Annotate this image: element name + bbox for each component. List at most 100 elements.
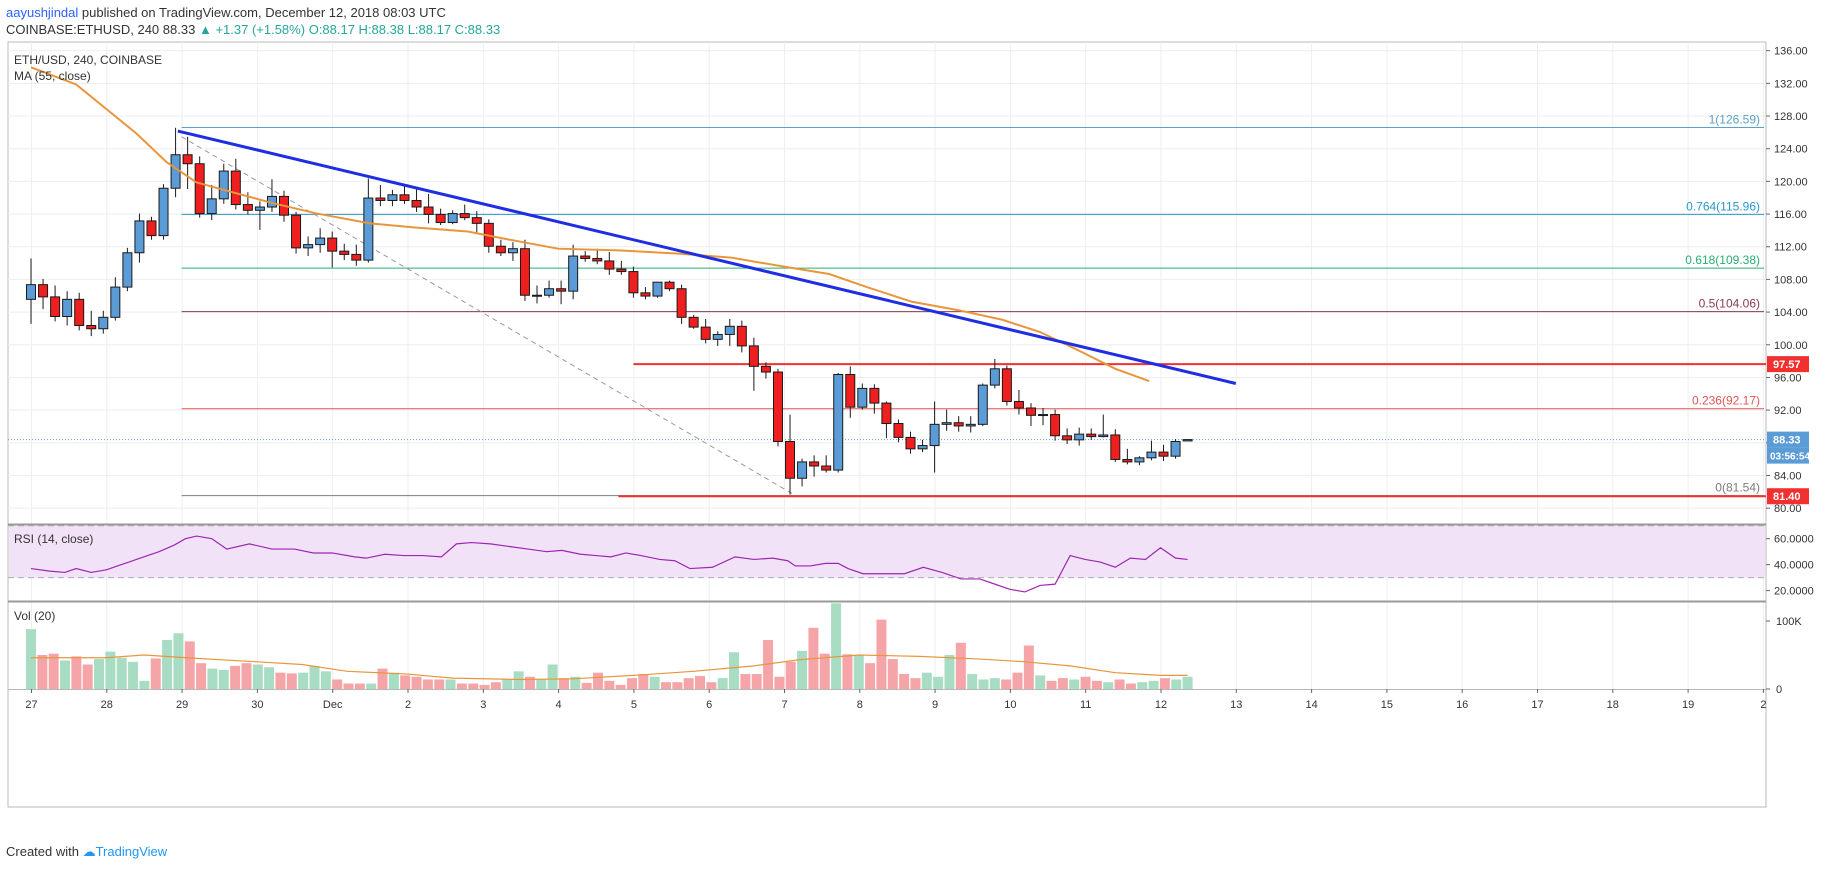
main-legend: ETH/USD, 240, COINBASE bbox=[14, 53, 162, 67]
candle-up bbox=[652, 281, 663, 297]
ticker-line: COINBASE:ETHUSD, 240 88.33 ▲ +1.37 (+1.5… bbox=[6, 22, 500, 37]
x-tick-label: 27 bbox=[25, 699, 37, 711]
candle-up bbox=[532, 294, 543, 297]
candle-down bbox=[327, 237, 338, 252]
volume-bar-up bbox=[94, 659, 105, 689]
volume-bar-up bbox=[933, 676, 944, 689]
volume-bar-up bbox=[128, 661, 139, 689]
volume-bar-down bbox=[1091, 680, 1102, 689]
x-tick-label: 8 bbox=[857, 699, 863, 711]
candle-up bbox=[315, 237, 326, 246]
candle-up bbox=[724, 325, 735, 335]
volume-bar-down bbox=[230, 665, 241, 689]
candle-down bbox=[1158, 451, 1169, 457]
price-change: ▲ +1.37 (+1.58%) bbox=[198, 22, 306, 37]
volume-bar-down bbox=[343, 683, 354, 689]
volume-bar-up bbox=[309, 665, 320, 689]
candle-down bbox=[760, 365, 771, 373]
candle-up bbox=[833, 373, 844, 471]
candle-up bbox=[1074, 433, 1085, 441]
volume-bar-down bbox=[604, 680, 615, 689]
x-tick-label: 18 bbox=[1607, 699, 1619, 711]
candle-down bbox=[423, 206, 434, 215]
candle-down bbox=[194, 163, 205, 215]
volume-bar-up bbox=[207, 668, 218, 689]
volume-bar-down bbox=[695, 676, 706, 689]
price-pane bbox=[26, 66, 1237, 495]
candle-up bbox=[387, 194, 398, 201]
volume-bar-up bbox=[1137, 682, 1148, 689]
volume-bar-down bbox=[865, 663, 876, 689]
volume-bar-down bbox=[558, 678, 569, 689]
volume-bar-down bbox=[751, 674, 762, 689]
sr-price-label: 97.57 bbox=[1773, 359, 1801, 371]
volume-bar-down bbox=[819, 653, 830, 689]
candle-down bbox=[905, 436, 916, 450]
candle-up bbox=[218, 170, 229, 200]
candle-up bbox=[712, 333, 723, 340]
candle-down bbox=[580, 255, 591, 259]
volume-bar-up bbox=[649, 676, 660, 689]
candle-down bbox=[616, 268, 627, 273]
chart-frame bbox=[7, 41, 1767, 808]
rsi-line bbox=[30, 535, 1188, 593]
fib-level-label: 0.5(104.06) bbox=[1699, 297, 1760, 311]
volume-bar-down bbox=[785, 661, 796, 689]
candle-up bbox=[941, 422, 952, 425]
author-link[interactable]: aayushjindal bbox=[6, 5, 79, 20]
volume-bar-up bbox=[366, 683, 377, 689]
volume-bar-down bbox=[876, 619, 887, 689]
volume-bar-down bbox=[1080, 676, 1091, 689]
candle-down bbox=[893, 423, 904, 438]
x-tick-label: 29 bbox=[176, 699, 188, 711]
candle-up bbox=[544, 288, 555, 296]
x-tick-label: 12 bbox=[1155, 699, 1167, 711]
x-tick-label: 6 bbox=[706, 699, 712, 711]
volume-bar-down bbox=[71, 656, 82, 689]
candle-down bbox=[339, 250, 350, 255]
candle-up bbox=[26, 284, 36, 300]
candle-down bbox=[881, 402, 892, 425]
volume-bar-down bbox=[615, 684, 626, 689]
candle-up bbox=[1146, 451, 1157, 459]
volume-bar-up bbox=[717, 678, 728, 689]
price-chart[interactable]: 1(126.59) 0.764(115.96) 0.618(109.38) 0.5(1… bbox=[0, 40, 1828, 846]
volume-bar-down bbox=[1012, 672, 1023, 689]
volume-bar-down bbox=[581, 682, 592, 689]
volume-bar-up bbox=[1103, 682, 1114, 689]
volume-bar-up bbox=[173, 633, 184, 689]
volume-bar-up bbox=[162, 640, 173, 689]
candle-up bbox=[929, 423, 940, 447]
candle-down bbox=[736, 325, 747, 347]
volume-bar-down bbox=[638, 674, 649, 689]
candle-down bbox=[748, 345, 759, 367]
candle-up bbox=[857, 387, 868, 408]
volume-bar-up bbox=[729, 652, 740, 689]
tradingview-logo[interactable]: ☁TradingView bbox=[82, 844, 168, 859]
candle-up bbox=[1134, 457, 1145, 463]
candle-down bbox=[351, 253, 362, 261]
volume-bar-down bbox=[275, 672, 286, 689]
volume-bar-down bbox=[1057, 678, 1068, 689]
volume-bar-up bbox=[218, 669, 229, 689]
volume-bar-down bbox=[468, 683, 479, 689]
candle-down bbox=[146, 220, 157, 237]
candle-down bbox=[821, 465, 832, 471]
volume-bar-up bbox=[978, 679, 989, 689]
fib-level-label: 0(81.54) bbox=[1715, 481, 1760, 495]
volume-bar-up bbox=[298, 672, 309, 689]
x-tick-label: 15 bbox=[1381, 699, 1393, 711]
y-tick-label: 96.00 bbox=[1774, 372, 1802, 384]
y-tick-label: 132.00 bbox=[1774, 78, 1808, 90]
candle-down bbox=[1122, 458, 1133, 463]
x-tick-label: 28 bbox=[101, 699, 113, 711]
y-tick-label: 80.00 bbox=[1774, 503, 1802, 515]
candle-down bbox=[86, 324, 97, 330]
candle-up bbox=[110, 286, 121, 318]
candle-up bbox=[98, 316, 109, 330]
volume-bar-down bbox=[400, 675, 411, 689]
volume-bar-up bbox=[264, 667, 275, 689]
candle-up bbox=[363, 197, 374, 261]
volume-bar-down bbox=[490, 682, 501, 689]
bearish-trendline bbox=[177, 129, 1237, 385]
